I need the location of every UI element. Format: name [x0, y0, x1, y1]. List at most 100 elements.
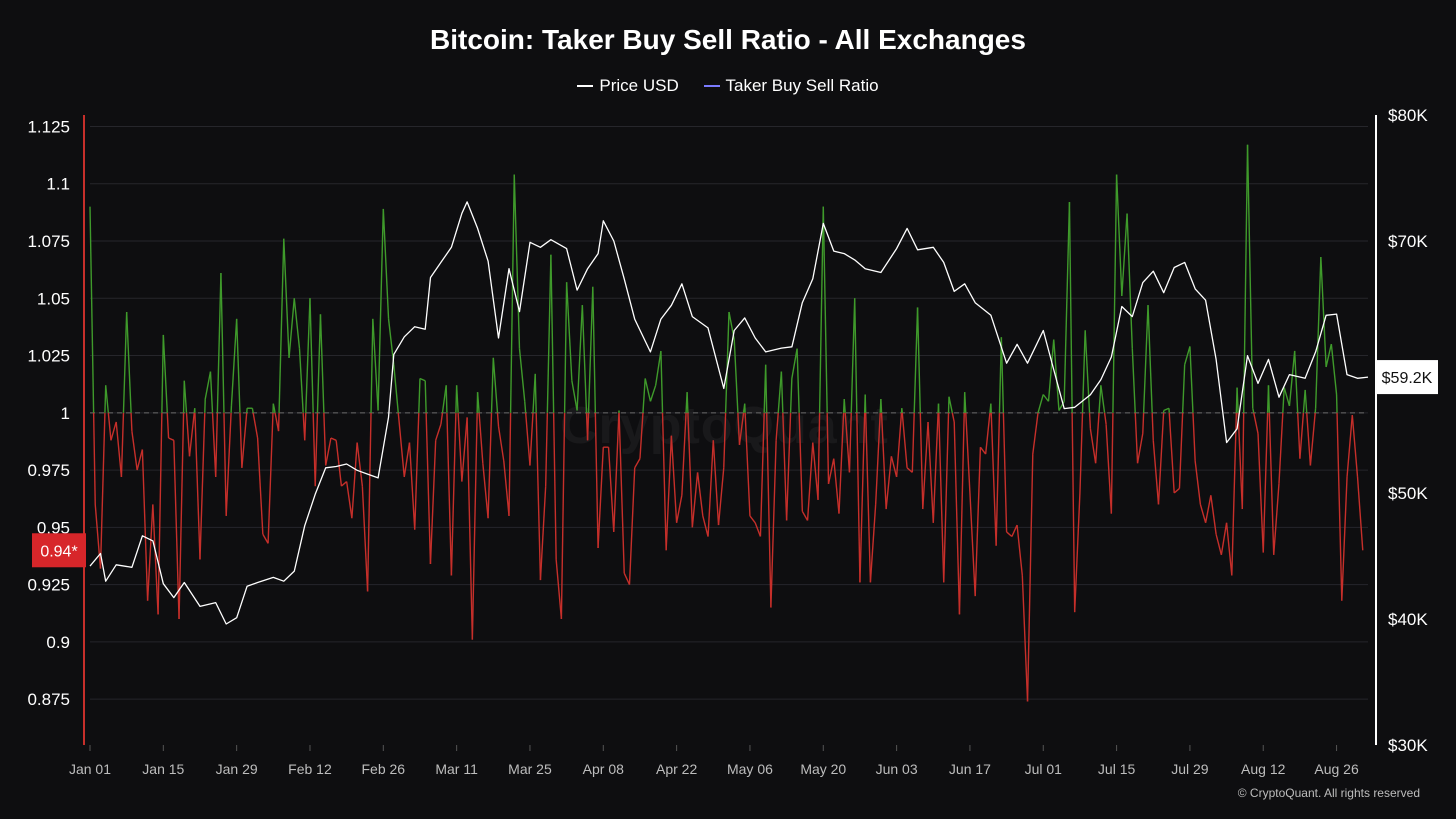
ratio-segment	[397, 412, 405, 478]
ratio-segment	[1121, 213, 1128, 297]
ratio-segment	[482, 463, 489, 519]
ratio-segment	[1204, 495, 1212, 523]
ratio-segment	[272, 403, 276, 413]
ratio-segment	[597, 447, 604, 549]
ratio-segment	[880, 412, 887, 510]
ratio-segment	[848, 412, 852, 473]
ratio-segment	[471, 412, 478, 640]
ratio-segment	[230, 318, 238, 406]
ratio-segment	[539, 486, 547, 581]
ratio-segment	[262, 533, 269, 544]
legend-item-price[interactable]: Price USD	[577, 76, 679, 96]
ratio-segment	[1047, 339, 1055, 402]
ratio-segment	[1115, 174, 1123, 297]
ratio-segment	[1032, 412, 1039, 455]
ratio-segment	[932, 412, 939, 523]
ratio-segment	[425, 412, 432, 565]
ratio-segment	[1016, 525, 1024, 576]
ratio-segment	[235, 318, 241, 413]
ratio-segment	[1103, 412, 1107, 425]
ratio-segment	[696, 472, 704, 516]
ratio-segment	[791, 348, 798, 379]
current-price-badge	[1376, 360, 1438, 395]
ratio-segment	[737, 412, 741, 445]
x-tick-label: Jul 15	[1098, 761, 1136, 777]
ratio-segment	[211, 412, 217, 477]
ratio-segment	[717, 467, 725, 526]
ratio-segment	[766, 412, 772, 608]
ratio-segment	[733, 339, 739, 413]
current-price-label: $59.2K	[1382, 370, 1433, 387]
ratio-segment	[1142, 412, 1145, 434]
ratio-segment	[157, 412, 163, 615]
ratio-segment	[1026, 454, 1034, 702]
ratio-segment	[1325, 343, 1333, 368]
ratio-segment	[1194, 460, 1202, 505]
ratio-segment	[209, 371, 214, 413]
ratio-segment	[1273, 483, 1280, 555]
ratio-segment	[843, 399, 846, 413]
ratio-segment	[789, 378, 793, 413]
ratio-segment	[497, 426, 505, 462]
ratio-segment	[1237, 412, 1243, 510]
ratio-segment	[686, 392, 689, 413]
ratio-segment	[1192, 412, 1196, 461]
ratio-segment	[974, 447, 982, 597]
x-tick-label: May 06	[727, 761, 773, 777]
legend-label-ratio: Taker Buy Sell Ratio	[725, 76, 879, 95]
ratio-segment	[1142, 305, 1149, 413]
ratio-segment	[252, 412, 259, 439]
ratio-segment	[94, 504, 102, 569]
ratio-segment	[340, 481, 348, 487]
ratio-segment	[607, 447, 615, 532]
ratio-segment	[115, 421, 123, 478]
ratio-segment	[854, 298, 858, 413]
ratio-segment	[1084, 330, 1091, 413]
ratio-segment	[518, 348, 526, 402]
legend-label-price: Price USD	[599, 76, 679, 95]
ratio-segment	[1094, 412, 1100, 464]
ratio-segment	[99, 412, 106, 569]
ratio-segment	[414, 412, 420, 530]
ratio-segment	[642, 378, 646, 413]
ratio-segment	[1220, 522, 1228, 555]
ratio-segment	[1134, 412, 1139, 464]
ratio-segment	[461, 417, 468, 482]
ratio-segment	[220, 273, 225, 413]
ratio-segment	[798, 412, 804, 512]
ratio-segment	[712, 440, 720, 526]
ratio-segment	[1320, 257, 1327, 368]
ratio-segment	[744, 412, 751, 516]
ratio-segment	[827, 458, 835, 484]
ratio-segment	[969, 492, 976, 597]
ratio-segment	[702, 515, 709, 537]
ratio-segment	[1011, 524, 1018, 537]
ratio-segment	[185, 412, 191, 457]
ratio-segment	[241, 412, 248, 468]
ratio-segment	[293, 298, 301, 349]
ratio-segment	[618, 412, 625, 574]
x-tick-label: Jul 01	[1025, 761, 1063, 777]
ratio-segment	[963, 392, 967, 413]
ratio-segment	[204, 371, 212, 400]
ratio-segment	[1346, 415, 1353, 478]
ratio-segment	[1112, 174, 1118, 413]
ratio-segment	[775, 412, 779, 441]
ratio-segment	[565, 282, 573, 381]
ratio-segment	[665, 435, 673, 551]
ratio-segment	[1282, 387, 1285, 413]
ratio-segment	[298, 348, 304, 413]
ratio-segment	[687, 412, 694, 528]
ratio-segment	[487, 412, 493, 519]
ratio-segment	[782, 412, 788, 521]
ratio-segment	[316, 314, 322, 413]
ratio-segment	[1296, 412, 1301, 459]
ratio-segment	[1283, 387, 1291, 407]
legend-item-ratio[interactable]: Taker Buy Sell Ratio	[703, 76, 879, 96]
ratio-segment	[382, 208, 390, 319]
ratio-segment	[544, 412, 549, 487]
ratio-segment	[1304, 389, 1308, 413]
ratio-segment	[534, 373, 537, 413]
ratio-segment	[691, 472, 699, 528]
